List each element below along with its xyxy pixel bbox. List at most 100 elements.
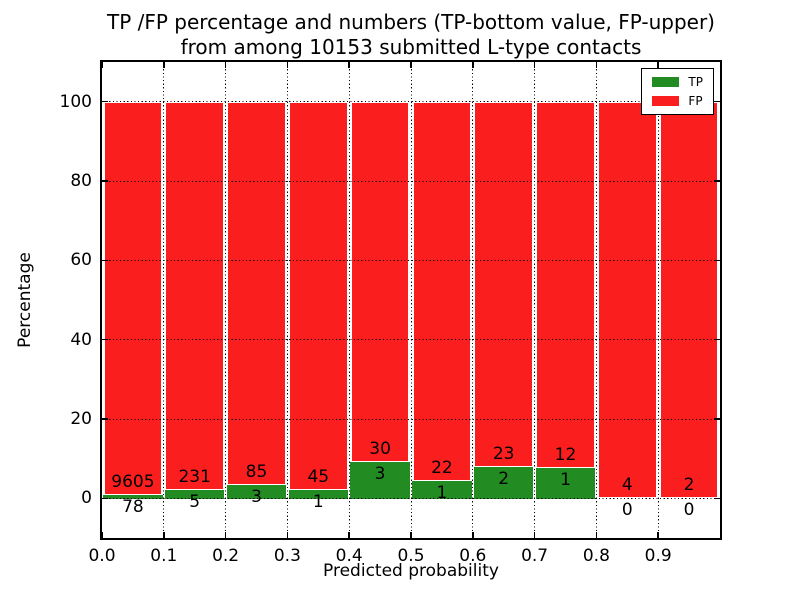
x-tick-top (224, 62, 227, 68)
y-tick-right (714, 100, 720, 103)
y-tick-label: 0 (81, 488, 92, 509)
chart-title-line2: from among 10153 submitted L-type contac… (180, 35, 642, 59)
bar-fp-segment (473, 101, 534, 499)
bar-fp-segment (350, 101, 410, 499)
bar-fp-segment (535, 101, 596, 499)
y-tick-right (714, 338, 720, 341)
gridline-vertical (657, 62, 659, 538)
x-tick (533, 532, 536, 538)
bar-tp-segment (164, 488, 225, 499)
gridline-horizontal (102, 339, 720, 341)
x-tick-top (472, 62, 474, 68)
chart-title-line1: TP /FP percentage and numbers (TP-bottom… (107, 10, 715, 34)
bar-fp-segment (412, 101, 472, 499)
x-tick-label: 0.1 (150, 546, 178, 566)
y-tick-right (714, 497, 720, 500)
gridline-horizontal (102, 101, 720, 103)
legend-item-fp: FP (652, 95, 703, 107)
y-tick-label: 100 (59, 91, 92, 112)
bar-tp-segment (226, 483, 287, 499)
x-tick-label: 0.0 (88, 546, 116, 566)
fp-count-label: 12 (554, 444, 577, 465)
x-tick-label: 0.6 (459, 546, 487, 566)
y-tick-right (714, 180, 720, 182)
x-tick-top (101, 62, 103, 68)
y-tick-label: 80 (70, 171, 92, 191)
x-tick (163, 532, 165, 538)
chart-title: TP /FP percentage and numbers (TP-bottom… (100, 10, 722, 60)
bar-tp-segment (288, 488, 349, 499)
fp-count-label: 231 (178, 466, 211, 487)
fp-count-label: 9605 (111, 472, 155, 493)
plot-area: TP FP 9605 78 231 5 85 3 45 1 30 3 22 1 23 2 12 1 4 0 2 0 0.… (60, 60, 722, 566)
x-tick-top (410, 62, 412, 68)
fp-count-label: 22 (431, 458, 453, 479)
tp-count-label: 0 (683, 500, 695, 521)
x-tick-label: 0.8 (582, 546, 610, 566)
x-tick (595, 532, 598, 538)
fp-count-label: 30 (369, 439, 391, 460)
gridline-horizontal (102, 497, 720, 499)
x-tick-top (163, 62, 165, 68)
gridline-horizontal (102, 180, 720, 182)
legend-swatch-fp-icon (652, 96, 680, 106)
y-tick-right (714, 418, 720, 420)
gridline-horizontal (102, 418, 720, 420)
x-tick-label: 0.2 (212, 546, 240, 566)
bar-fp-segment (659, 101, 719, 499)
tp-count-label: 3 (374, 464, 386, 485)
bar-tp-segment (103, 494, 163, 499)
tp-count-label: 1 (312, 491, 324, 512)
bar-tp-segment (412, 480, 472, 499)
y-tick (102, 497, 108, 500)
x-tick-label: 0.9 (644, 546, 672, 566)
x-tick (101, 532, 103, 538)
bar-fp-segment (164, 101, 225, 499)
tp-count-label: 1 (560, 469, 571, 490)
y-tick-label: 20 (70, 409, 92, 429)
gridline-vertical (225, 62, 227, 538)
tp-count-label: 2 (498, 468, 510, 489)
y-tick-label: 60 (70, 250, 92, 271)
gridline-vertical (348, 62, 350, 538)
bar-tp-segment (350, 461, 410, 499)
fp-count-label: 2 (683, 475, 695, 496)
x-tick-top (595, 62, 598, 68)
x-tick-label: 0.3 (273, 546, 301, 566)
x-tick (286, 532, 289, 538)
gridline-vertical (286, 62, 288, 538)
y-tick-label: 40 (70, 329, 92, 350)
x-tick (472, 532, 474, 538)
x-tick-top (657, 62, 659, 68)
gridline-vertical (472, 62, 474, 538)
bar-fp-segment (288, 101, 349, 499)
y-tick-right (714, 259, 720, 262)
bar-tp-segment (535, 466, 596, 499)
tp-count-label: 1 (436, 483, 448, 504)
y-tick (102, 180, 108, 182)
x-tick (410, 532, 412, 538)
y-tick (102, 259, 108, 262)
gridline-horizontal (102, 259, 720, 261)
x-axis-label: Predicted probability (323, 561, 499, 581)
legend-label-tp: TP (688, 75, 703, 89)
bar-fp-segment (598, 101, 657, 499)
fp-count-label: 4 (621, 475, 633, 496)
legend-swatch-tp-icon (652, 77, 680, 87)
x-tick-label: 0.5 (397, 546, 425, 566)
y-tick (102, 100, 108, 103)
tp-count-label: 5 (189, 491, 201, 512)
legend-label-fp: FP (688, 94, 703, 108)
tp-count-label: 0 (621, 500, 633, 521)
y-tick (102, 418, 108, 420)
legend-item-tp: TP (652, 76, 703, 88)
x-tick-label: 0.7 (521, 546, 549, 566)
bar-tp-segment (473, 465, 534, 499)
gridline-vertical (595, 62, 597, 538)
fp-count-label: 23 (492, 443, 515, 464)
fp-count-label: 85 (245, 461, 268, 482)
fp-count-label: 45 (307, 466, 330, 487)
gridline-vertical (163, 62, 165, 538)
x-tick (348, 532, 350, 538)
